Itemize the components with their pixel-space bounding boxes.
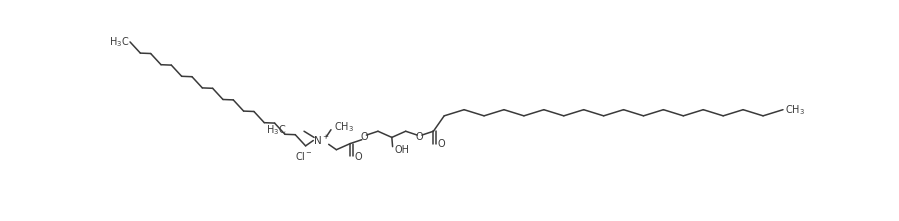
Text: O: O — [415, 132, 423, 142]
Text: N$^+$: N$^+$ — [313, 134, 329, 147]
Text: Cl$^-$: Cl$^-$ — [295, 150, 313, 162]
Text: O: O — [360, 132, 368, 142]
Text: CH$_3$: CH$_3$ — [334, 120, 354, 133]
Text: O: O — [354, 152, 361, 162]
Text: CH$_3$: CH$_3$ — [786, 103, 806, 117]
Text: OH: OH — [394, 145, 409, 156]
Text: H$_3$C: H$_3$C — [109, 35, 129, 49]
Text: H$_3$C: H$_3$C — [266, 123, 287, 137]
Text: O: O — [437, 139, 445, 149]
